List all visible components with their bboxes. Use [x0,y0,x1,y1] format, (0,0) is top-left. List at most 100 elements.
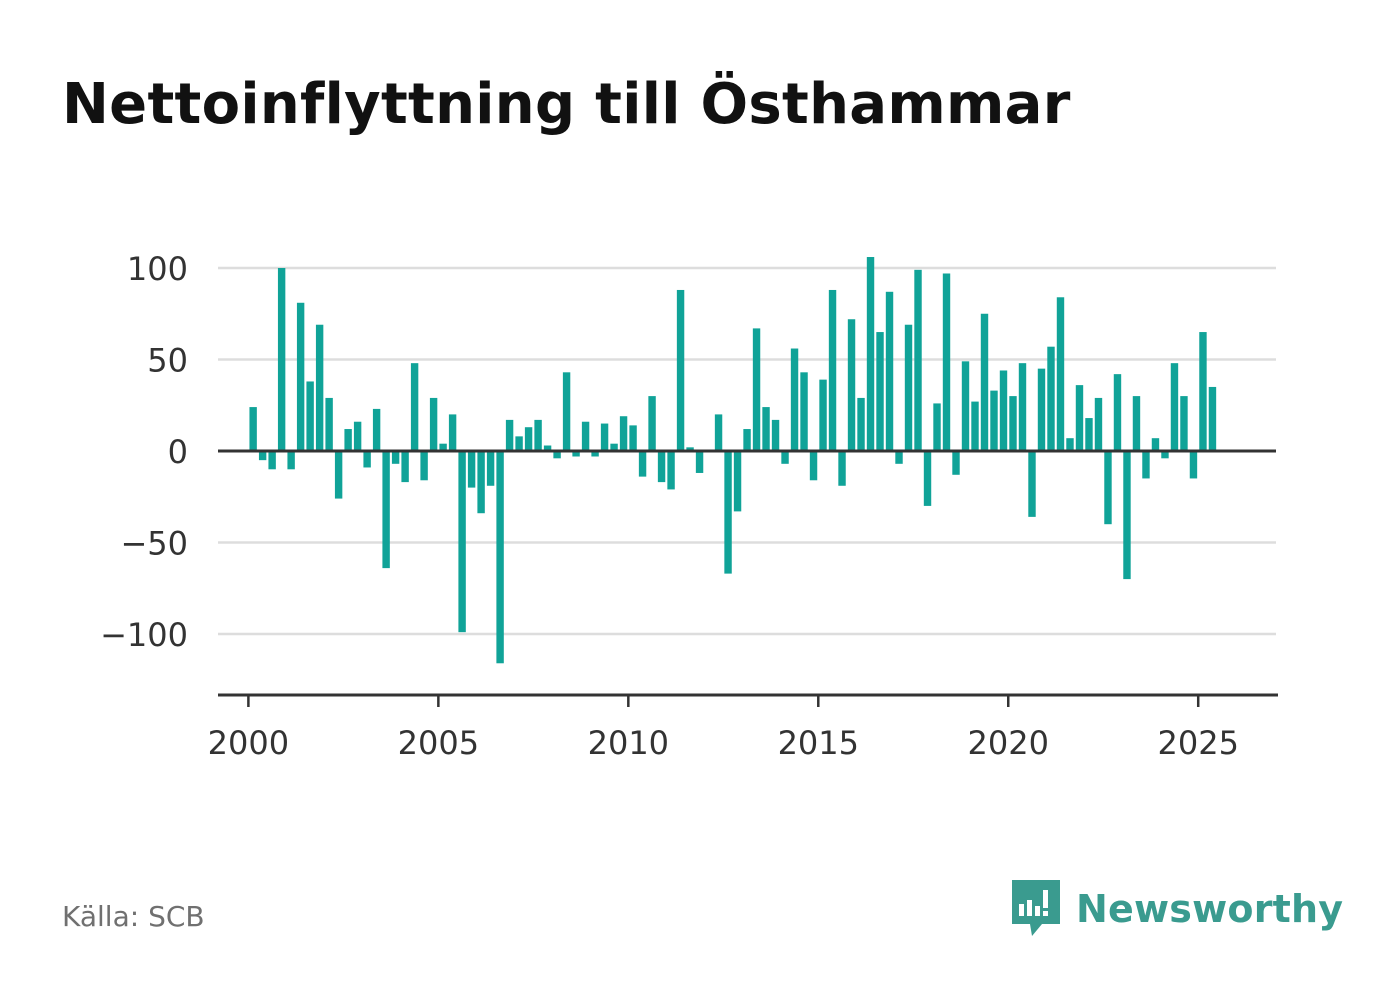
bar [581,421,590,451]
bar [562,372,571,451]
axes [218,449,1278,697]
bar [296,302,305,451]
bar [534,419,542,451]
bar [828,289,837,451]
bar [667,451,675,490]
bar [885,291,894,451]
y-tick-label: 100 [127,250,188,288]
y-tick-label: −50 [120,525,188,563]
bar [410,363,419,451]
bar [990,390,998,451]
bar [800,372,808,451]
bar [1047,346,1055,451]
bar [914,269,922,451]
x-tick-label: 2010 [588,724,669,762]
brand[interactable]: Newsworthy [1010,878,1343,940]
bar [809,451,818,481]
bar [942,273,951,451]
bar [933,403,941,451]
bar [961,361,970,451]
x-tick-label: 2025 [1157,724,1238,762]
x-tick-label: 2005 [398,724,479,762]
newsworthy-logo-icon [1012,880,1060,936]
bar [866,257,875,451]
bar [439,443,447,451]
bar [952,451,960,475]
bar [372,408,381,451]
bar [1208,386,1217,451]
bar [838,451,846,486]
bar [1123,451,1131,580]
bar [306,381,314,451]
bar [391,451,400,464]
bar [686,447,694,451]
bar [819,379,827,451]
bar [1161,451,1169,459]
bar [904,324,913,451]
bar [448,414,457,451]
x-tick-label: 2015 [778,724,859,762]
bar [353,421,362,451]
bar [610,443,618,451]
bar [1132,396,1141,451]
bar [752,328,761,451]
bar [477,451,485,514]
bar [724,451,732,574]
bar [895,451,903,464]
bar [638,451,647,477]
bar [1113,374,1122,451]
bars [249,257,1217,664]
bar [1037,368,1046,451]
bar [657,451,666,483]
bar [467,451,476,488]
bar [268,451,276,470]
bar [1104,451,1112,525]
x-tick-label: 2000 [208,724,289,762]
bar [1199,332,1207,451]
bar [771,419,780,451]
bar [553,451,561,459]
bar [334,451,343,499]
bar [1028,451,1036,517]
bar [1142,451,1150,479]
bar [857,397,865,451]
bar [600,423,609,451]
bar [458,451,466,633]
bar [629,425,637,451]
bar [695,451,704,473]
bar [429,397,438,451]
source-label: Källa: SCB [62,900,205,933]
bar [591,451,599,457]
bar [1180,396,1188,451]
bar [543,445,552,451]
y-axis-tick-labels: 100 50 0 −50 −100 [100,250,188,654]
bar [1018,363,1027,451]
bar [1075,385,1084,451]
bar [762,407,770,451]
bar [496,451,504,664]
gridlines [218,266,1276,636]
bar [648,396,656,451]
bar [325,397,333,451]
y-tick-label: 0 [168,433,188,471]
bar [1009,396,1017,451]
bar [382,451,390,569]
bar [258,451,267,461]
x-axis-tick-labels: 2000 2005 2010 2015 2020 2025 [208,695,1239,762]
bar [1170,363,1179,451]
y-tick-label: −100 [100,616,188,654]
bar [420,451,428,481]
bar [999,370,1008,451]
bar [971,401,979,451]
bar [676,289,685,451]
bar [505,419,514,451]
bar [781,451,789,464]
bar [572,451,580,457]
bar [733,451,742,512]
bar [714,414,723,451]
brand-name: Newsworthy [1076,887,1344,931]
bar [619,416,628,451]
bar [980,313,989,451]
bar [515,436,523,451]
